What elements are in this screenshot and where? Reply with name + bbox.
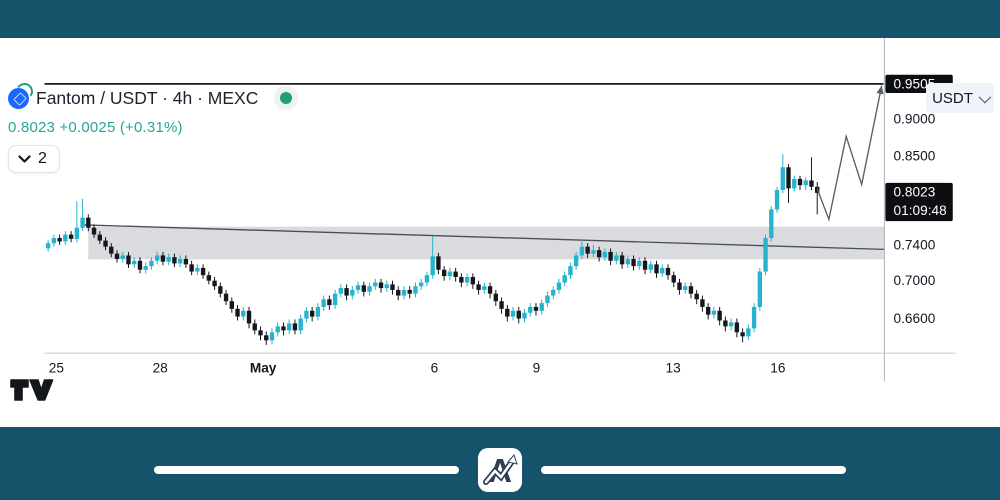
svg-text:9: 9 [533,360,541,375]
svg-text:28: 28 [153,360,168,375]
tradingview-logo[interactable] [10,377,54,403]
svg-text:01:09:48: 01:09:48 [894,203,947,218]
svg-text:A: A [488,452,512,489]
candlestick-chart[interactable]: 0.9000 0.8500 0.7400 0.7000 0.6600 0.9505 0.80… [0,38,1000,427]
svg-text:0.8023: 0.8023 [894,185,936,200]
chevron-down-icon [18,154,31,163]
symbol-title: Fantom / USDT · 4h · MEXC [36,87,259,108]
svg-text:13: 13 [665,360,680,375]
nav-line-left [154,466,459,474]
svg-text:0.8500: 0.8500 [894,148,936,163]
currency-dropdown[interactable]: USDT [926,83,994,113]
status-bar [0,0,1000,38]
svg-text:0.7400: 0.7400 [894,237,936,252]
symbol-row[interactable]: Fantom / USDT · 4h · MEXC [8,80,299,112]
svg-text:0.9000: 0.9000 [894,112,936,127]
chart-canvas[interactable]: 0.9000 0.8500 0.7400 0.7000 0.6600 0.9505 0.80… [0,38,1000,447]
fantom-coin-icon [8,80,35,109]
app-bottom-bar: A [0,427,1000,500]
svg-text:May: May [250,360,277,375]
currency-label: USDT [932,89,973,107]
svg-text:6: 6 [431,360,439,375]
svg-text:0.7000: 0.7000 [894,273,936,288]
price-change-line: 0.8023 +0.0025 (+0.31%) [8,119,183,136]
app-logo-badge: A [478,448,522,492]
objects-count-button[interactable]: 2 [8,145,60,173]
nav-line-right [541,466,846,474]
chart-legend: Fantom / USDT · 4h · MEXC 0.8023 +0.0025… [8,80,299,173]
objects-count-label: 2 [38,150,47,167]
trend-a-logo-icon: A [483,452,518,489]
chevron-down-icon [978,90,992,103]
svg-text:0.6600: 0.6600 [894,311,936,326]
market-open-status-icon [274,86,299,110]
svg-text:25: 25 [49,360,65,375]
svg-text:16: 16 [770,360,785,375]
svg-text:0.9505: 0.9505 [894,76,936,91]
